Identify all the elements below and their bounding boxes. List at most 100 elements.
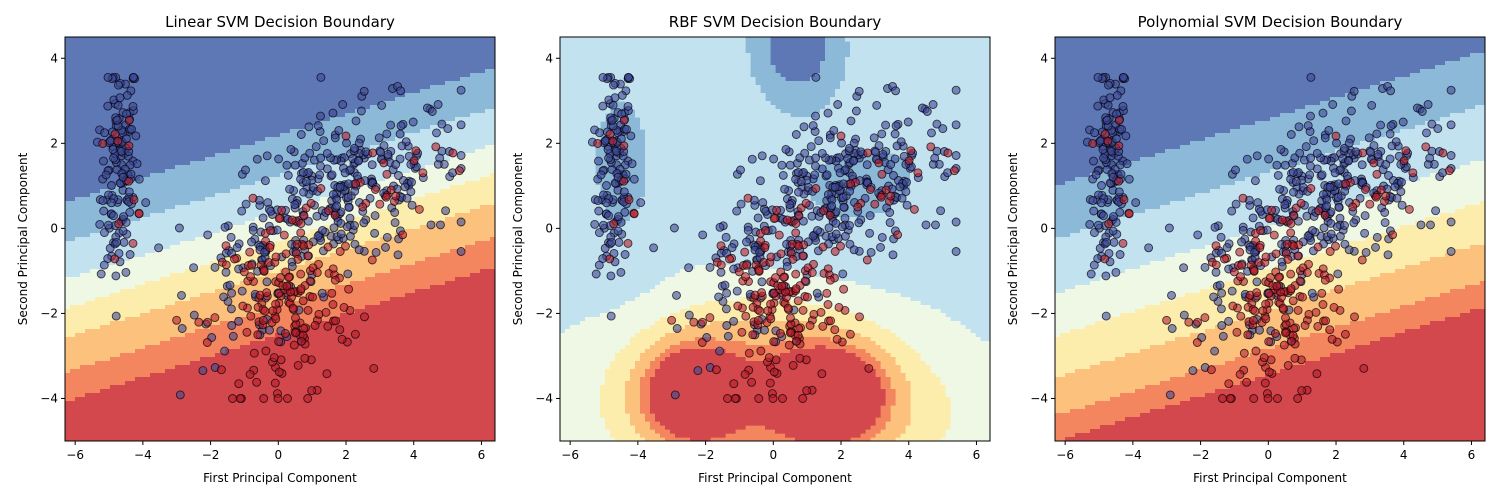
data-point-blue [1320, 133, 1330, 143]
x-tick-label: 2 [837, 448, 845, 462]
data-point-red [296, 219, 306, 229]
data-point-blue [1089, 228, 1099, 238]
data-point-red [1211, 260, 1221, 270]
data-point-blue [1335, 231, 1345, 241]
y-tick-label: 4 [545, 51, 553, 65]
data-point-red [1261, 299, 1271, 309]
data-point-red [221, 241, 231, 251]
data-point-blue [345, 231, 355, 241]
data-point-blue [736, 199, 746, 209]
data-point-blue [903, 117, 913, 127]
panel-title: Linear SVM Decision Boundary [165, 13, 395, 31]
data-point-red [788, 254, 798, 264]
data-point-blue [1384, 171, 1393, 180]
x-tick-label: −6 [66, 448, 84, 462]
data-point-red [249, 348, 259, 358]
data-point-blue [1250, 176, 1260, 186]
data-point-red [1236, 311, 1246, 321]
data-point-blue [854, 218, 864, 228]
data-point-blue [1144, 243, 1154, 253]
data-point-blue [885, 218, 895, 228]
data-point-blue [902, 177, 911, 187]
data-point-blue [1109, 212, 1118, 222]
data-point-blue [1446, 120, 1456, 130]
data-point-red [1388, 230, 1398, 240]
data-point-red [322, 369, 332, 379]
data-point-blue [189, 310, 199, 320]
data-point-red [1286, 284, 1296, 294]
axes-frame [559, 36, 991, 442]
data-point-red [351, 179, 360, 189]
data-point-red [741, 272, 750, 282]
data-point-blue [1179, 310, 1189, 320]
data-point-blue [930, 153, 940, 163]
data-point-red [846, 179, 855, 189]
data-point-blue [1422, 128, 1431, 138]
data-point-blue [367, 160, 377, 170]
data-point-blue [743, 225, 753, 235]
data-point-blue [921, 220, 931, 230]
data-point-blue [330, 133, 340, 143]
data-point-red [1256, 226, 1266, 235]
data-point-red [239, 267, 249, 277]
data-point-blue [1361, 247, 1371, 257]
data-point-red [273, 394, 283, 403]
data-point-blue [606, 311, 616, 321]
data-point-blue [811, 153, 821, 163]
data-point-red [1220, 254, 1229, 264]
data-point-blue [111, 271, 121, 281]
data-point-red [246, 311, 256, 321]
data-point-red [1280, 328, 1290, 338]
data-point-red [624, 195, 634, 205]
data-point-blue [119, 212, 128, 222]
data-point-blue [1179, 263, 1189, 273]
data-point-blue [1210, 222, 1220, 232]
data-point-red [1288, 296, 1298, 306]
data-point-blue [1122, 159, 1132, 169]
data-point-blue [1101, 311, 1111, 321]
data-point-blue [227, 288, 237, 298]
data-point-blue [316, 72, 326, 82]
data-point-red [1283, 254, 1293, 264]
data-point-blue [103, 220, 113, 230]
data-point-red [330, 275, 340, 285]
data-point-blue [432, 128, 441, 138]
data-point-blue [760, 325, 769, 335]
data-point-red [769, 214, 779, 224]
data-point-blue [845, 186, 855, 196]
data-point-blue [1238, 225, 1248, 235]
x-tick-label: 4 [905, 448, 913, 462]
data-point-blue [1376, 120, 1386, 130]
data-point-blue [382, 129, 392, 139]
data-point-red [1312, 369, 1322, 379]
y-tick-label: −2 [535, 306, 553, 320]
x-tick-label: 2 [1332, 448, 1340, 462]
data-point-blue [936, 206, 946, 216]
data-point-red [1260, 378, 1270, 388]
data-point-blue [1344, 138, 1354, 148]
data-point-blue [684, 263, 694, 273]
data-point-red [370, 185, 380, 194]
data-point-blue [343, 269, 353, 279]
data-point-blue [705, 262, 715, 272]
data-point-red [113, 136, 123, 146]
panel-rbf: −6 −4 −2 0 2 4 6 −4 −2 0 2 4 RBF SVM Decision Bounda… [511, 13, 991, 485]
data-point-red [1273, 394, 1282, 403]
data-point-red [740, 369, 750, 379]
data-point-blue [1255, 325, 1264, 335]
data-point-blue [1366, 147, 1376, 157]
data-point-blue [636, 198, 646, 208]
data-point-blue [391, 160, 401, 169]
data-point-blue [112, 115, 122, 125]
data-point-red [1372, 169, 1382, 179]
data-point-blue [1372, 232, 1382, 242]
data-point-blue [1288, 167, 1298, 177]
contour-level-4 [600, 297, 951, 441]
data-point-red [729, 379, 739, 389]
data-point-blue [262, 151, 272, 161]
data-point-blue [901, 187, 911, 197]
data-point-blue [1289, 187, 1298, 197]
data-point-red [1331, 131, 1341, 141]
data-point-blue [371, 247, 381, 257]
data-point-red [124, 141, 134, 151]
